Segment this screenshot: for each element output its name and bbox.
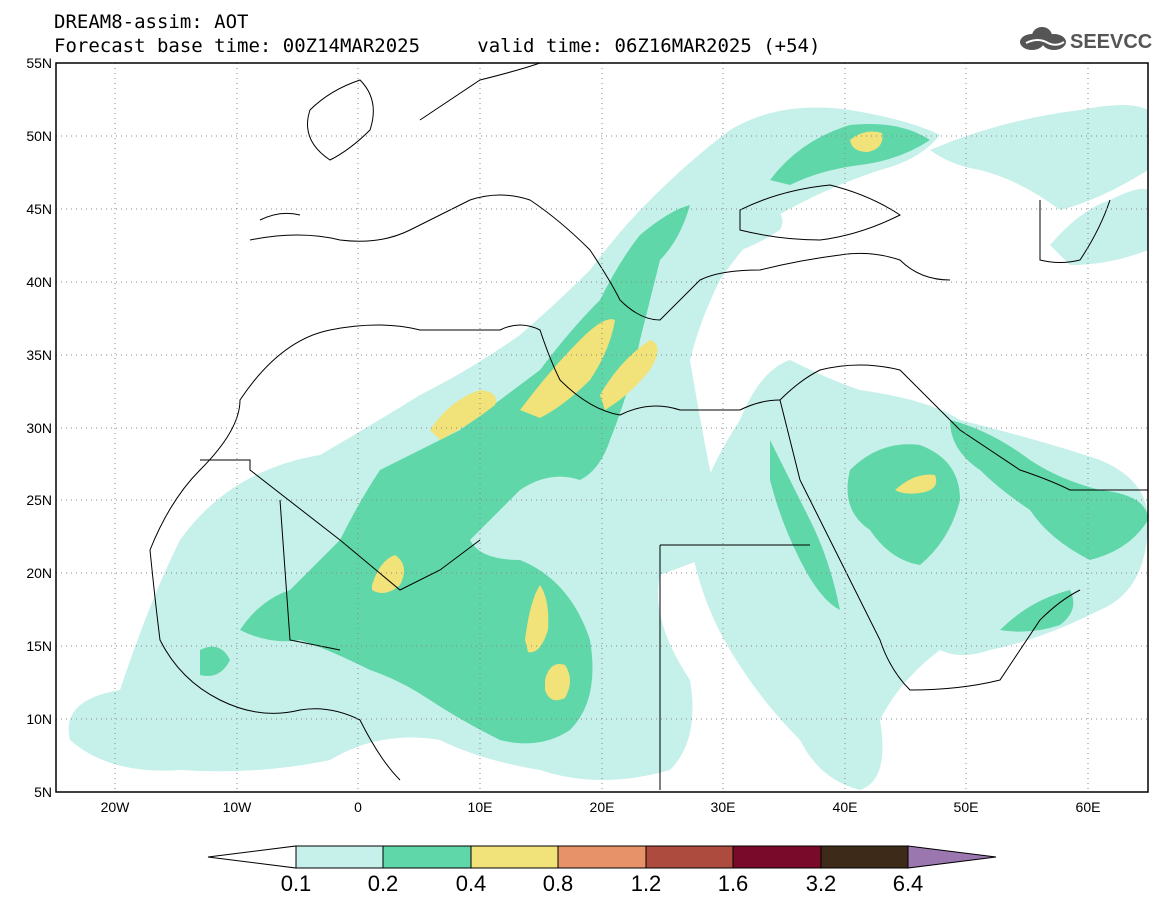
colorbar-low-arrow xyxy=(207,845,297,869)
coastlines xyxy=(149,63,1148,790)
colorbar-swatch xyxy=(470,845,559,869)
lon-label: 10E xyxy=(468,799,493,815)
logo-text: SEEVCCC xyxy=(1070,31,1153,53)
lat-label: 45N xyxy=(26,201,52,217)
gridlines xyxy=(56,63,1148,792)
lon-label: 30E xyxy=(711,799,736,815)
lon-label: 50E xyxy=(954,799,979,815)
lat-axis: 55N 50N 45N 40N 35N 30N 25N 20N 15N 10N … xyxy=(26,55,52,800)
colorbar-label: 0.8 xyxy=(543,871,574,896)
cloud-icon xyxy=(1020,27,1066,50)
map-title: DREAM8-assim: AOT xyxy=(54,11,249,33)
lon-label: 20W xyxy=(101,799,131,815)
lat-label: 55N xyxy=(26,55,52,71)
lat-label: 20N xyxy=(26,565,52,581)
colorbar-label: 0.1 xyxy=(281,871,312,896)
time-info: Forecast base time: 00Z14MAR2025 valid t… xyxy=(54,35,820,57)
lat-label: 10N xyxy=(26,711,52,727)
map-frame xyxy=(55,62,1149,793)
lat-label: 50N xyxy=(26,128,52,144)
lat-label: 35N xyxy=(26,347,52,363)
colorbar-labels: 0.1 0.2 0.4 0.8 1.2 1.6 3.2 6.4 xyxy=(281,871,924,896)
lat-label: 15N xyxy=(26,638,52,654)
colorbar-swatch xyxy=(382,845,472,869)
lon-label: 60E xyxy=(1076,799,1101,815)
lat-label: 40N xyxy=(26,274,52,290)
lat-label: 25N xyxy=(26,492,52,508)
colorbar-swatch xyxy=(645,845,734,869)
lat-label: 5N xyxy=(34,784,52,800)
aot-level-0.4 xyxy=(372,131,937,701)
lon-axis: 20W 10W 0 10E 20E 30E 40E 50E 60E xyxy=(101,799,1101,815)
colorbar-high-arrow xyxy=(907,845,997,869)
colorbar-label: 0.2 xyxy=(368,871,399,896)
colorbar xyxy=(207,845,997,869)
forecast-base-time: Forecast base time: 00Z14MAR2025 xyxy=(54,35,421,57)
seevccc-logo: SEEVCCC xyxy=(1020,27,1153,53)
lon-label: 0 xyxy=(354,799,362,815)
colorbar-label: 0.4 xyxy=(456,871,487,896)
colorbar-label: 3.2 xyxy=(806,871,837,896)
lat-label: 30N xyxy=(26,420,52,436)
colorbar-swatch xyxy=(732,845,822,869)
colorbar-label: 6.4 xyxy=(893,871,924,896)
colorbar-label: 1.6 xyxy=(718,871,749,896)
lon-label: 20E xyxy=(590,799,615,815)
colorbar-label: 1.2 xyxy=(631,871,662,896)
valid-time: valid time: 06Z16MAR2025 (+54) xyxy=(477,35,821,57)
lon-label: 10W xyxy=(223,799,253,815)
colorbar-swatch xyxy=(557,845,647,869)
aot-level-0.2 xyxy=(200,124,1148,744)
aot-field xyxy=(68,105,1148,790)
colorbar-swatch xyxy=(295,845,384,869)
colorbar-swatch xyxy=(820,845,909,869)
lon-label: 40E xyxy=(833,799,858,815)
